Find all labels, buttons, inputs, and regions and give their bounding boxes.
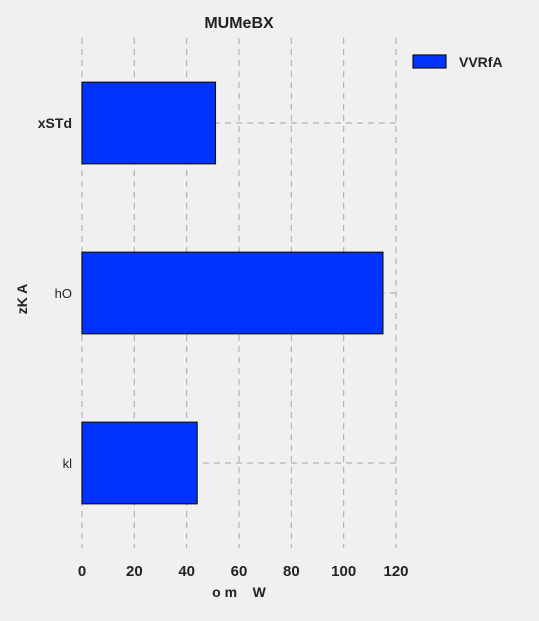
bar-kl	[81, 421, 198, 505]
x-tick-label: 40	[178, 563, 195, 580]
x-tick-label: 120	[383, 563, 408, 580]
y-tick-label: kl	[63, 456, 73, 471]
y-axis-title: zK A	[14, 284, 30, 315]
y-tick-label: hO	[55, 286, 72, 301]
y-axis-ticks: kl hO xSTd	[38, 115, 72, 471]
chart-title: MUMeBX	[204, 15, 274, 32]
x-tick-label: 100	[331, 563, 356, 580]
x-axis-ticks: 0 20 40 60 80 100 120	[78, 563, 409, 580]
bar-xSTd	[81, 81, 217, 165]
y-tick-label: xSTd	[38, 115, 72, 131]
x-tick-label: 20	[126, 563, 143, 580]
x-axis-title: o m W	[212, 584, 266, 600]
x-tick-label: 80	[283, 563, 300, 580]
bar-hO	[81, 251, 384, 335]
legend-swatch	[412, 54, 447, 69]
legend: VVRfA	[412, 54, 503, 70]
bars-layer	[81, 81, 384, 505]
legend-label: VVRfA	[459, 54, 503, 70]
x-tick-label: 60	[231, 563, 248, 580]
x-tick-label: 0	[78, 563, 86, 580]
